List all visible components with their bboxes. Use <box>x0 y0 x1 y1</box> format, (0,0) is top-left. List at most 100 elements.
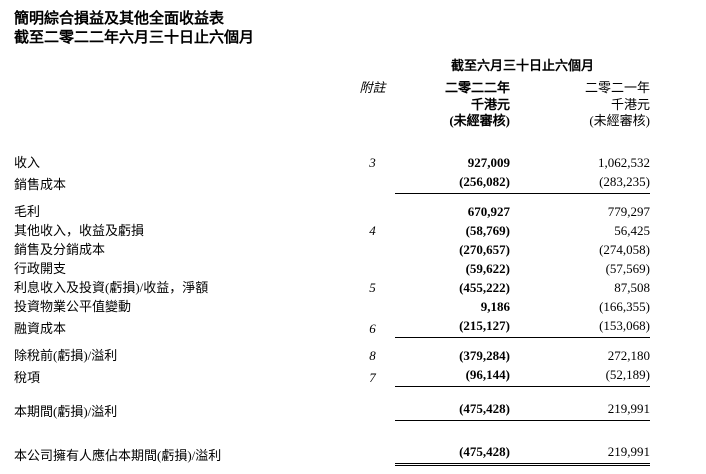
column-gap <box>510 194 545 222</box>
value-2021: 779,297 <box>607 204 650 219</box>
row-tail <box>650 297 706 316</box>
table-body: 收入 3 927,009 1,062,532 銷售成本 (256,082) (283,235… <box>14 129 706 466</box>
value-2022: (256,082) <box>395 172 510 194</box>
value-2022: 9,186 <box>480 299 510 314</box>
row-label: 融資成本 <box>14 320 67 336</box>
statement-row: 銷售及分銷成本 (270,657) (274,058) <box>14 240 706 259</box>
row-tail <box>650 338 706 366</box>
value-2022: (59,622) <box>465 261 510 276</box>
unit-header-row: 千港元 千港元 <box>14 97 706 113</box>
note-reference: 5 <box>369 280 376 295</box>
value-2021: (274,058) <box>599 242 650 257</box>
note-reference <box>350 240 395 259</box>
statement-row: 稅項 7 (96,144) (52,189) <box>14 365 706 387</box>
empty-cell <box>650 78 706 97</box>
row-label: 本公司擁有人應佔本期間(虧損)/溢利 <box>14 447 222 463</box>
audit-2022-header: (未經審核) <box>449 113 510 128</box>
statement-row: 除稅前(虧損)/溢利 8 (379,284) 272,180 <box>14 338 706 366</box>
empty-cell <box>350 97 395 113</box>
statement-row: 本公司擁有人應佔本期間(虧損)/溢利 (475,428) 219,991 <box>14 420 706 466</box>
year-header-row: 附註 二零二二年 二零二一年 <box>14 78 706 97</box>
period-header-row: 截至六月三十日止六個月 <box>14 56 706 78</box>
income-statement-table: 截至六月三十日止六個月 附註 二零二二年 二零二一年 千港元 千港元 <box>14 56 706 466</box>
row-label: 利息收入及投資(虧損)/收益，淨額 <box>14 280 209 295</box>
value-2021: (283,235) <box>545 172 650 194</box>
note-reference: 3 <box>369 155 376 170</box>
row-label: 毛利 <box>14 204 41 219</box>
column-gap <box>510 278 545 297</box>
note-reference: 8 <box>369 348 376 363</box>
column-gap <box>510 338 545 366</box>
statement-row: 銷售成本 (256,082) (283,235) <box>14 172 706 194</box>
year-2021-header: 二零二一年 <box>584 80 650 95</box>
value-2021: (57,569) <box>605 261 650 276</box>
statement-row: 融資成本 6 (215,127) (153,068) <box>14 316 706 338</box>
row-label: 收入 <box>14 155 41 170</box>
note-reference <box>350 172 395 194</box>
statement-row: 收入 3 927,009 1,062,532 <box>14 129 706 172</box>
note-reference <box>350 259 395 278</box>
value-2021: (153,068) <box>545 316 650 338</box>
row-label: 本期間(虧損)/溢利 <box>14 403 118 419</box>
value-2021: 1,062,532 <box>598 155 650 170</box>
note-reference: 7 <box>369 369 376 385</box>
statement-row: 利息收入及投資(虧損)/收益，淨額 5 (455,222) 87,508 <box>14 278 706 297</box>
unit-2021-header: 千港元 <box>610 97 650 112</box>
row-tail <box>650 129 706 172</box>
value-2022: 670,927 <box>467 204 510 219</box>
empty-cell <box>14 56 350 78</box>
row-tail <box>650 421 706 465</box>
column-gap <box>510 97 545 113</box>
row-tail <box>650 259 706 278</box>
empty-cell <box>650 97 706 113</box>
note-reference <box>350 194 395 222</box>
row-tail <box>650 172 706 194</box>
empty-cell <box>14 113 350 129</box>
value-2021: 272,180 <box>607 348 650 363</box>
value-2022: (215,127) <box>395 316 510 338</box>
column-gap <box>510 221 545 240</box>
column-gap <box>510 259 545 278</box>
value-2021: 87,508 <box>614 280 650 295</box>
statement-row: 本期間(虧損)/溢利 (475,428) 219,991 <box>14 386 706 421</box>
value-2021: (166,355) <box>599 299 650 314</box>
row-tail <box>650 316 706 338</box>
value-2022: (58,769) <box>465 223 510 238</box>
empty-cell <box>650 113 706 129</box>
column-gap <box>510 386 545 421</box>
note-reference: 4 <box>369 223 376 238</box>
statement-row: 投資物業公平值變動 9,186 (166,355) <box>14 297 706 316</box>
row-tail <box>650 194 706 222</box>
value-2022: (475,428) <box>395 386 510 421</box>
note-reference: 6 <box>369 320 376 336</box>
statement-row: 其他收入，收益及虧損 4 (58,769) 56,425 <box>14 221 706 240</box>
row-label: 其他收入，收益及虧損 <box>14 223 145 238</box>
column-gap <box>510 78 545 97</box>
row-label: 除稅前(虧損)/溢利 <box>14 348 118 363</box>
column-gap <box>510 297 545 316</box>
column-gap <box>510 129 545 172</box>
row-tail <box>650 365 706 387</box>
empty-cell <box>14 97 350 113</box>
column-gap <box>510 240 545 259</box>
value-2022: (475,428) <box>395 420 510 466</box>
note-reference <box>350 387 395 421</box>
notes-column-header: 附註 <box>359 80 386 95</box>
row-tail <box>650 278 706 297</box>
audit-2021-header: (未經審核) <box>589 113 650 128</box>
value-2022: (379,284) <box>459 348 510 363</box>
value-2022: (455,222) <box>459 280 510 295</box>
empty-cell <box>650 56 706 78</box>
statement-title: 簡明綜合損益及其他全面收益表 <box>14 11 225 27</box>
empty-cell <box>14 78 350 97</box>
unit-2022-header: 千港元 <box>470 97 510 112</box>
row-label: 銷售成本 <box>14 176 67 192</box>
audit-header-row: (未經審核) (未經審核) <box>14 113 706 129</box>
row-tail <box>650 387 706 421</box>
row-tail <box>650 221 706 240</box>
column-gap <box>510 420 545 466</box>
value-2021: 219,991 <box>545 420 650 466</box>
column-gap <box>510 113 545 129</box>
row-label: 銷售及分銷成本 <box>14 242 106 257</box>
